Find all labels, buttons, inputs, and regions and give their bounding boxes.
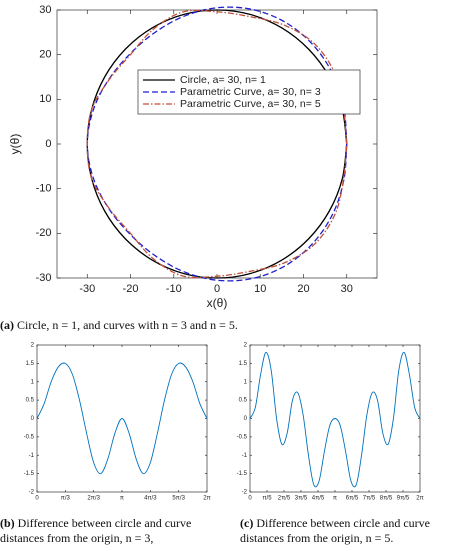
caption-a: (a) Circle, n = 1, and curves with n = 3 … bbox=[0, 318, 470, 333]
y-tick-label: -0.5 bbox=[24, 434, 35, 440]
y-tick-label: -1 bbox=[242, 453, 248, 459]
caption-c: (c) Difference between circle and curve d… bbox=[240, 516, 472, 546]
x-tick-label: 0 bbox=[35, 496, 39, 502]
y-tick-label: 20 bbox=[39, 49, 51, 61]
x-tick-label: 3π/5 bbox=[295, 496, 308, 502]
caption-text: Difference between circle and curve dist… bbox=[0, 516, 192, 545]
x-tick-label: 0 bbox=[214, 283, 220, 295]
caption-label: (c) bbox=[240, 516, 254, 530]
y-tick-label: -1 bbox=[29, 453, 35, 459]
x-tick-label: 6π/5 bbox=[346, 496, 359, 502]
x-tick-label: 30 bbox=[341, 283, 353, 295]
caption-label: (a) bbox=[0, 318, 14, 332]
plot-area bbox=[56, 9, 378, 279]
x-tick-label: π bbox=[120, 496, 124, 502]
x-tick-label: -10 bbox=[166, 283, 182, 295]
x-axis-label: x(θ) bbox=[207, 296, 228, 310]
y-tick-label: 1 bbox=[31, 379, 35, 385]
y-tick-label: 30 bbox=[39, 4, 51, 16]
y-tick-label: -1.5 bbox=[237, 471, 248, 477]
x-tick-label: 10 bbox=[254, 283, 266, 295]
legend-label: Circle, a= 30, n= 1 bbox=[180, 74, 266, 86]
y-axis-label: y(θ) bbox=[8, 134, 22, 155]
y-tick-label: 0.5 bbox=[26, 398, 35, 404]
caption-text: Difference between circle and curve dist… bbox=[240, 516, 430, 545]
x-tick-label: π/5 bbox=[262, 496, 272, 502]
x-tick-label: -20 bbox=[123, 283, 139, 295]
x-tick-label: 9π/5 bbox=[397, 496, 410, 502]
y-tick-label: 2 bbox=[244, 343, 248, 349]
x-tick-label: 20 bbox=[297, 283, 309, 295]
x-tick-label: 4π/5 bbox=[312, 496, 325, 502]
x-tick-label: 8π/5 bbox=[380, 496, 393, 502]
y-tick-label: -1.5 bbox=[24, 471, 35, 477]
legend-label: Parametric Curve, a= 30, n= 5 bbox=[180, 98, 321, 110]
curve bbox=[249, 351, 421, 488]
y-tick-label: 0 bbox=[31, 416, 35, 422]
y-tick-label: 2 bbox=[31, 343, 35, 349]
x-tick-label: 0 bbox=[248, 496, 252, 502]
y-tick-label: -2 bbox=[242, 490, 248, 496]
x-tick-label: 2π bbox=[416, 496, 423, 502]
x-tick-label: 5π/3 bbox=[172, 496, 185, 502]
y-tick-label: 1 bbox=[244, 379, 248, 385]
curve bbox=[36, 362, 208, 475]
y-tick-label: 0 bbox=[45, 138, 51, 150]
y-tick-label: -2 bbox=[29, 490, 35, 496]
y-tick-label: 1.5 bbox=[26, 361, 35, 367]
x-tick-label: 2π/5 bbox=[278, 496, 291, 502]
caption-label: (b) bbox=[0, 516, 15, 530]
caption-b: (b) Difference between circle and curve d… bbox=[0, 516, 225, 546]
x-tick-label: -30 bbox=[79, 283, 95, 295]
legend-label: Parametric Curve, a= 30, n= 3 bbox=[180, 86, 321, 98]
x-tick-label: π bbox=[333, 496, 337, 502]
y-tick-label: -10 bbox=[36, 183, 52, 195]
y-tick-label: -20 bbox=[36, 227, 52, 239]
y-tick-label: -0.5 bbox=[237, 434, 248, 440]
y-tick-label: 10 bbox=[39, 93, 51, 105]
curve bbox=[86, 9, 348, 279]
y-tick-label: 0 bbox=[244, 416, 248, 422]
x-tick-label: 2π bbox=[203, 496, 210, 502]
caption-text: Circle, n = 1, and curves with n = 3 and… bbox=[17, 318, 238, 332]
x-tick-label: π/3 bbox=[61, 496, 71, 502]
x-tick-label: 4π/3 bbox=[144, 496, 157, 502]
x-tick-label: 7π/5 bbox=[363, 496, 376, 502]
y-tick-label: 1.5 bbox=[239, 361, 248, 367]
x-tick-label: 2π/3 bbox=[87, 496, 100, 502]
y-tick-label: -30 bbox=[36, 272, 52, 284]
y-tick-label: 0.5 bbox=[239, 398, 248, 404]
